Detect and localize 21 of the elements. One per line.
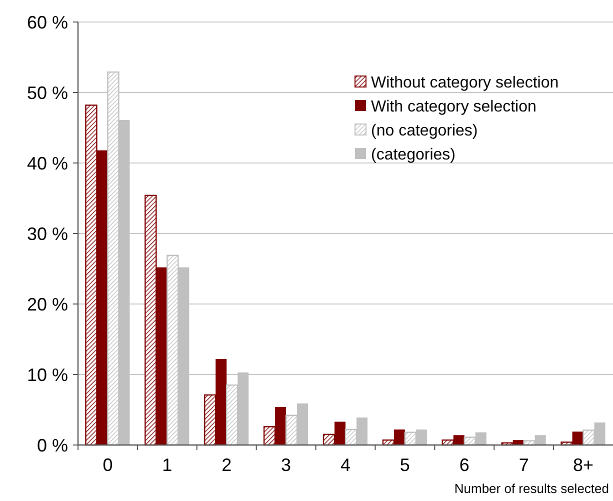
legend-label: With category selection bbox=[371, 98, 536, 116]
y-tick-label: 30 % bbox=[26, 224, 68, 244]
x-tick-label: 7 bbox=[518, 455, 529, 475]
legend-label: (categories) bbox=[371, 146, 456, 164]
x-tick-label: 4 bbox=[340, 455, 351, 475]
x-tick-label: 6 bbox=[459, 455, 470, 475]
x-tick-label: 2 bbox=[222, 455, 232, 475]
x-tick-label: 5 bbox=[400, 455, 410, 475]
y-tick-label: 10 % bbox=[26, 364, 68, 385]
legend-label: Without category selection bbox=[371, 74, 559, 92]
x-tick-label: 1 bbox=[162, 455, 172, 475]
y-tick-label: 50 % bbox=[26, 82, 68, 103]
x-tick-label: 3 bbox=[281, 455, 292, 475]
y-tick-label: 20 % bbox=[26, 294, 68, 314]
x-axis-title: Number of results selected bbox=[454, 481, 609, 496]
x-tick-label: 0 bbox=[102, 455, 113, 475]
x-tick-label: 8+ bbox=[573, 455, 594, 475]
y-tick-label: 0 % bbox=[36, 435, 68, 456]
legend-label: (no categories) bbox=[371, 122, 478, 140]
y-tick-label: 60 % bbox=[26, 12, 68, 32]
y-tick-label: 40 % bbox=[26, 153, 68, 174]
